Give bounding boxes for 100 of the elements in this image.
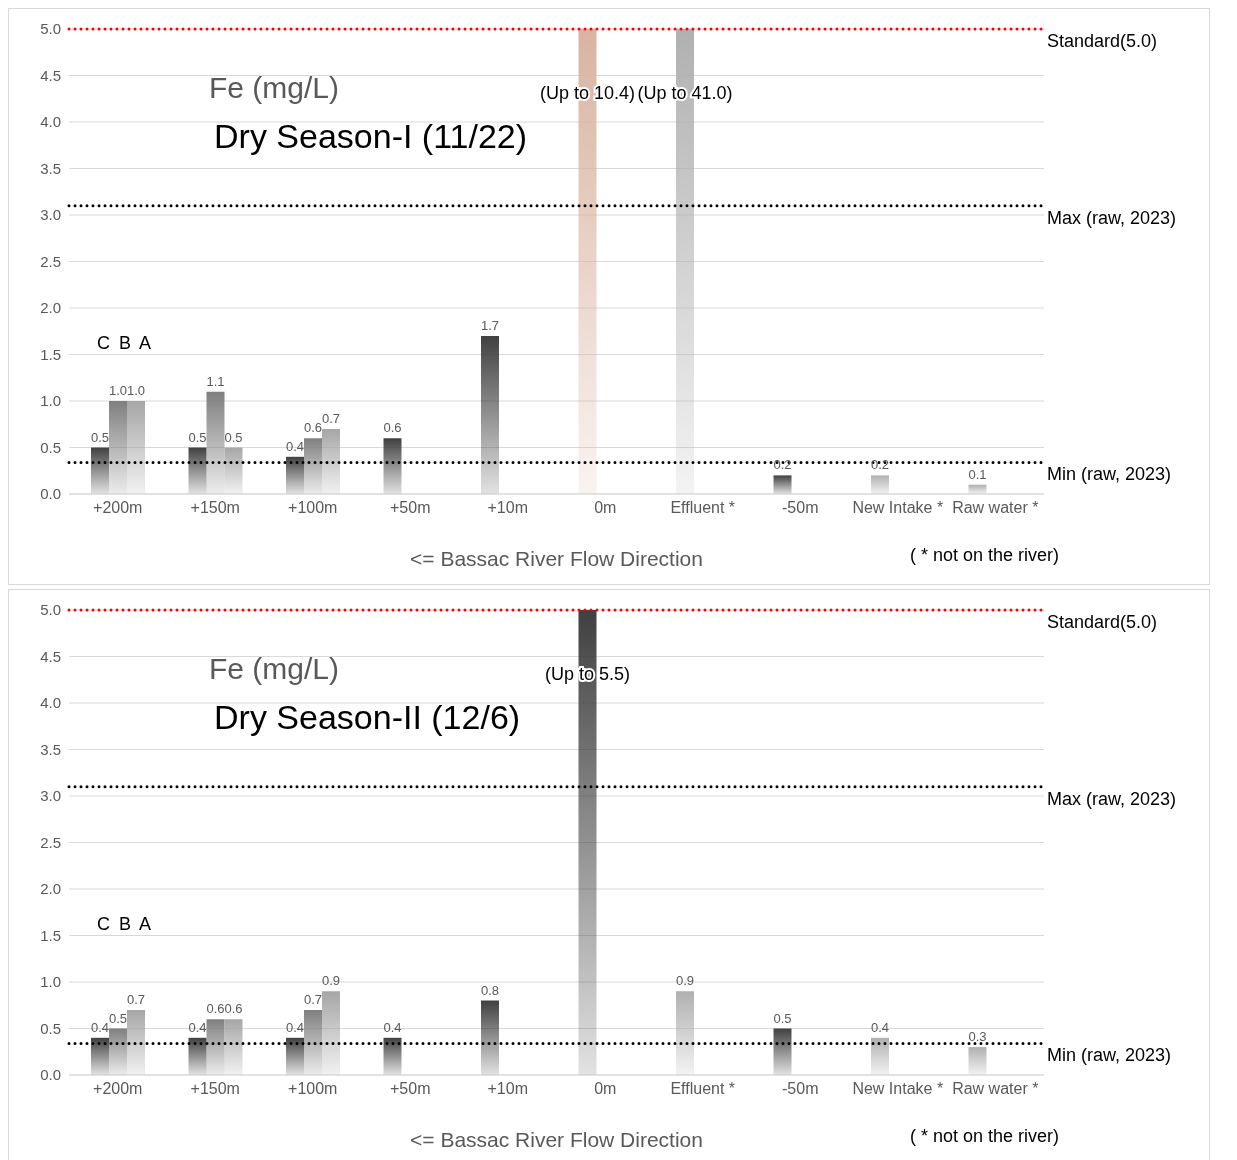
bar bbox=[91, 447, 109, 494]
x-tick-label: Raw water * bbox=[952, 499, 1039, 517]
y-tick-label: 4.0 bbox=[40, 694, 61, 712]
ref-line-label: Max (raw, 2023) bbox=[1047, 207, 1177, 228]
data-label: 0.7 bbox=[126, 991, 146, 1007]
x-tick-label: 0m bbox=[594, 1080, 617, 1098]
data-label: 0.4 bbox=[188, 1019, 207, 1035]
bar bbox=[322, 428, 340, 494]
x-tick-label: +10m bbox=[487, 499, 528, 517]
bar bbox=[773, 475, 792, 494]
bar bbox=[304, 438, 322, 494]
data-label: 0.6 bbox=[224, 1001, 243, 1017]
bar bbox=[127, 401, 145, 494]
y-tick-label: 2.0 bbox=[40, 299, 61, 317]
data-label: 0.5 bbox=[108, 1010, 128, 1026]
annotation: C B A bbox=[97, 332, 154, 354]
y-tick-label: 0.5 bbox=[40, 1019, 61, 1037]
x-tick-label: -50m bbox=[782, 499, 819, 517]
bar bbox=[224, 1019, 243, 1075]
y-tick-label: 0.5 bbox=[40, 438, 61, 456]
bar bbox=[224, 447, 243, 494]
bar bbox=[109, 1028, 127, 1075]
bar bbox=[676, 991, 694, 1075]
bar bbox=[871, 1037, 889, 1075]
bar bbox=[383, 1037, 402, 1075]
data-label: 0.4 bbox=[383, 1019, 402, 1035]
data-label: 0.7 bbox=[303, 991, 323, 1007]
y-tick-label: 1.0 bbox=[40, 973, 61, 991]
x-tick-label: +50m bbox=[390, 499, 431, 517]
bar bbox=[109, 401, 127, 494]
data-label: 0.7 bbox=[321, 410, 341, 426]
x-tick-label: +100m bbox=[288, 1080, 338, 1098]
y-tick-label: 4.5 bbox=[40, 647, 61, 665]
data-label: 0.4 bbox=[90, 1019, 110, 1035]
bar bbox=[286, 1037, 304, 1075]
y-tick-label: 5.0 bbox=[40, 20, 61, 38]
y-tick-label: 2.5 bbox=[40, 833, 61, 851]
bar bbox=[773, 1028, 792, 1075]
y-tick-label: 5.0 bbox=[40, 601, 61, 619]
x-tick-label: +150m bbox=[190, 1080, 240, 1098]
ref-line-label: Min (raw, 2023) bbox=[1047, 1045, 1172, 1066]
ref-line-label: Standard(5.0) bbox=[1047, 31, 1158, 51]
data-label: 0.9 bbox=[675, 973, 695, 989]
data-label: (Up to 10.4) bbox=[539, 83, 636, 103]
x-tick-label: +100m bbox=[288, 499, 338, 517]
bar bbox=[206, 1019, 225, 1075]
bar bbox=[286, 456, 304, 494]
text: Fe (mg/L) bbox=[209, 651, 340, 686]
y-tick-label: 0.0 bbox=[40, 485, 61, 503]
y-tick-label: 2.0 bbox=[40, 880, 61, 898]
x-tick-label: +50m bbox=[390, 1080, 431, 1098]
x-axis-title: <= Bassac River Flow Direction bbox=[410, 1128, 703, 1151]
data-label: 0.4 bbox=[285, 1019, 305, 1035]
x-tick-label: -50m bbox=[782, 1080, 819, 1098]
x-tick-label: New Intake * bbox=[852, 1080, 944, 1098]
y-tick-label: 4.0 bbox=[40, 113, 61, 131]
data-label: 0.4 bbox=[870, 1019, 890, 1035]
y-tick-label: 3.0 bbox=[40, 206, 61, 224]
x-tick-label: Effluent * bbox=[670, 1080, 736, 1098]
bar bbox=[127, 1009, 145, 1075]
x-tick-label: +10m bbox=[487, 1080, 528, 1098]
bar bbox=[871, 475, 889, 494]
text: Dry Season-II (12/6) bbox=[214, 698, 521, 738]
x-tick-label: +200m bbox=[93, 499, 143, 517]
y-tick-label: 4.5 bbox=[40, 66, 61, 84]
data-label: 0.5 bbox=[773, 1010, 792, 1026]
data-label: 0.8 bbox=[480, 982, 500, 998]
data-label: 0.6 bbox=[303, 420, 323, 436]
x-tick-label: +150m bbox=[190, 499, 240, 517]
bar bbox=[481, 1000, 499, 1075]
text: ( * not on the river) bbox=[909, 545, 1059, 566]
bar bbox=[578, 610, 597, 1075]
data-label: 1.0 bbox=[126, 383, 146, 398]
data-label: 1.1 bbox=[206, 373, 225, 389]
data-label: 1.7 bbox=[480, 317, 500, 333]
ref-line-label: Min (raw, 2023) bbox=[1047, 464, 1172, 485]
data-label: (Up to 41.0) bbox=[637, 83, 733, 103]
y-tick-label: 3.5 bbox=[40, 740, 61, 758]
x-tick-label: Effluent * bbox=[670, 499, 736, 517]
ref-line-label: Max (raw, 2023) bbox=[1047, 788, 1177, 809]
bar bbox=[188, 1037, 207, 1075]
bar bbox=[322, 991, 340, 1075]
data-label: 0.4 bbox=[285, 438, 305, 454]
data-label: 0.6 bbox=[206, 1001, 225, 1017]
bar bbox=[206, 391, 225, 494]
data-label: 0.9 bbox=[321, 973, 341, 989]
x-tick-label: Raw water * bbox=[952, 1080, 1039, 1098]
data-label: 0.1 bbox=[968, 466, 987, 482]
bar bbox=[968, 1047, 987, 1075]
y-tick-label: 3.0 bbox=[40, 787, 61, 805]
y-tick-label: 3.5 bbox=[40, 159, 61, 177]
text: Fe (mg/L) bbox=[209, 70, 340, 105]
x-axis-title: <= Bassac River Flow Direction bbox=[410, 547, 703, 570]
x-tick-label: 0m bbox=[594, 499, 617, 517]
ref-line-label: Standard(5.0) bbox=[1047, 612, 1158, 632]
text: Dry Season-I (11/22) bbox=[214, 117, 528, 157]
y-tick-label: 1.0 bbox=[40, 392, 61, 410]
bar bbox=[383, 438, 402, 494]
bar bbox=[188, 447, 207, 494]
data-label: (Up to 5.5) bbox=[544, 664, 631, 684]
